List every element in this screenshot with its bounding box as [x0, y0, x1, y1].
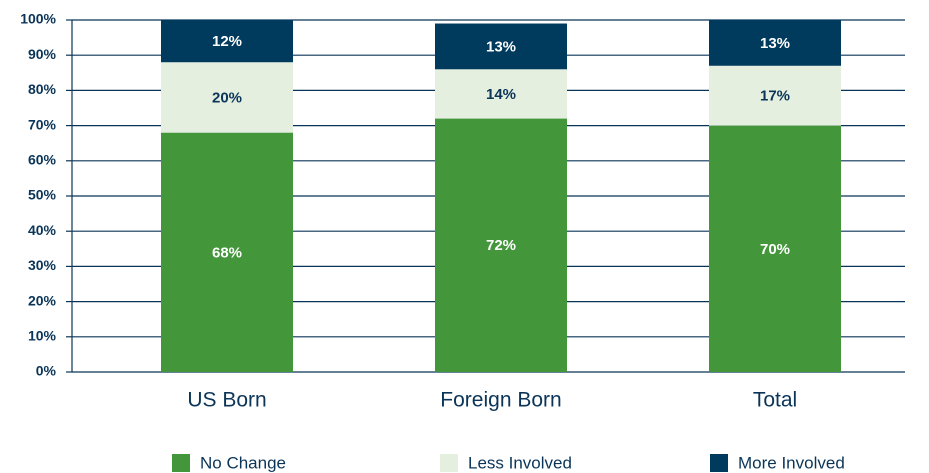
x-tick-label: Total	[753, 389, 797, 412]
y-tick-label: 60%	[28, 152, 57, 168]
data-label: 72%	[486, 237, 516, 254]
bar-segment	[161, 62, 293, 133]
bar-segment	[161, 132, 293, 372]
legend-swatch	[172, 454, 190, 472]
y-tick-label: 10%	[28, 328, 57, 344]
y-tick-label: 100%	[20, 11, 56, 27]
bar-segment	[709, 20, 841, 66]
y-tick-label: 80%	[28, 81, 57, 97]
legend-swatch	[440, 454, 458, 472]
data-label: 20%	[212, 89, 242, 106]
y-tick-label: 0%	[36, 363, 57, 379]
y-tick-label: 90%	[28, 46, 57, 62]
data-label: 13%	[486, 38, 516, 55]
y-tick-label: 70%	[28, 116, 57, 132]
data-label: 17%	[760, 88, 790, 105]
legend-label: No Change	[200, 453, 286, 472]
legend-label: More Involved	[738, 453, 845, 472]
y-tick-label: 40%	[28, 222, 57, 238]
data-label: 68%	[212, 244, 242, 261]
legend-swatch	[710, 454, 728, 472]
data-label: 13%	[760, 35, 790, 52]
data-label: 14%	[486, 86, 516, 103]
bar-segment	[435, 23, 567, 70]
x-tick-label: US Born	[187, 389, 266, 412]
bar-segment	[709, 125, 841, 372]
y-tick-label: 20%	[28, 292, 57, 308]
bar-segment	[435, 118, 567, 372]
bar-segment	[161, 20, 293, 63]
data-label: 70%	[760, 241, 790, 258]
y-tick-label: 30%	[28, 257, 57, 273]
data-label: 12%	[212, 33, 242, 50]
y-tick-label: 50%	[28, 187, 57, 203]
bar-segment	[709, 65, 841, 126]
bar-segment	[435, 69, 567, 119]
legend-label: Less Involved	[468, 453, 572, 472]
x-tick-label: Foreign Born	[440, 389, 561, 412]
